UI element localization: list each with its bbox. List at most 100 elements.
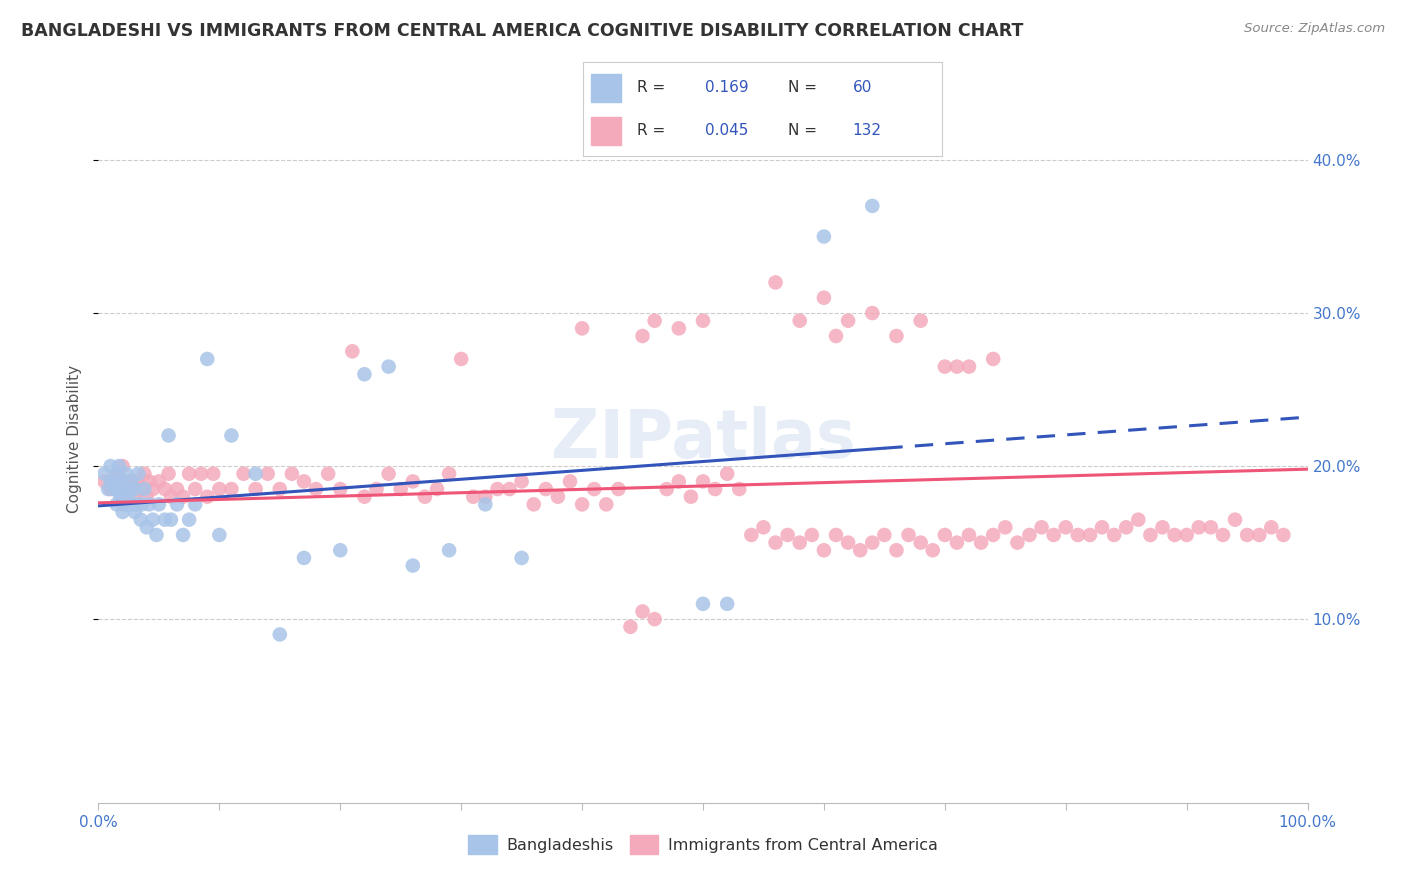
Point xyxy=(160,490,183,504)
Point xyxy=(117,490,139,504)
Point xyxy=(179,513,201,527)
Point xyxy=(256,467,278,481)
Point xyxy=(946,359,969,374)
Point xyxy=(1042,528,1064,542)
Point xyxy=(644,314,666,328)
Point xyxy=(595,497,617,511)
Point xyxy=(1175,528,1198,542)
Point xyxy=(269,627,291,641)
Text: N =: N = xyxy=(787,123,821,138)
Point xyxy=(1272,528,1295,542)
Point xyxy=(860,199,883,213)
Point xyxy=(114,497,136,511)
Point xyxy=(142,482,165,496)
Point xyxy=(184,497,207,511)
Point xyxy=(292,475,315,489)
Point xyxy=(135,520,157,534)
Point xyxy=(644,612,666,626)
Point xyxy=(450,351,472,366)
Y-axis label: Cognitive Disability: Cognitive Disability xyxy=(67,365,83,514)
Text: N =: N = xyxy=(787,80,821,95)
Point xyxy=(377,467,399,481)
Point xyxy=(1091,520,1114,534)
Point xyxy=(474,490,496,504)
Point xyxy=(957,528,980,542)
Point xyxy=(825,528,848,542)
Point xyxy=(245,482,267,496)
Point xyxy=(153,482,176,496)
Point xyxy=(510,475,533,489)
Point xyxy=(124,505,146,519)
Point xyxy=(111,459,134,474)
Point xyxy=(353,490,375,504)
Point xyxy=(111,505,134,519)
Point xyxy=(377,359,399,374)
Point xyxy=(921,543,943,558)
Point xyxy=(886,329,908,343)
Point xyxy=(1078,528,1101,542)
Point xyxy=(97,482,120,496)
Point xyxy=(571,497,593,511)
Point xyxy=(1249,528,1271,542)
Point xyxy=(100,459,122,474)
Point xyxy=(800,528,823,542)
Point xyxy=(160,513,183,527)
Point xyxy=(910,314,932,328)
Point xyxy=(1007,535,1029,549)
Point xyxy=(100,475,122,489)
Text: 0.169: 0.169 xyxy=(706,80,749,95)
Point xyxy=(765,276,787,290)
Point xyxy=(166,482,188,496)
Point xyxy=(232,467,254,481)
Point xyxy=(668,321,690,335)
Point xyxy=(873,528,896,542)
Point xyxy=(281,467,304,481)
Point xyxy=(118,497,141,511)
Point xyxy=(124,490,146,504)
Point xyxy=(607,482,630,496)
Point xyxy=(221,482,243,496)
Point xyxy=(103,482,125,496)
Point xyxy=(127,467,149,481)
Point xyxy=(547,490,569,504)
Point xyxy=(437,543,460,558)
Point xyxy=(190,467,212,481)
Point xyxy=(534,482,557,496)
Point xyxy=(111,497,134,511)
Point xyxy=(558,475,581,489)
Point xyxy=(692,597,714,611)
Point xyxy=(148,475,170,489)
Point xyxy=(1102,528,1125,542)
Point xyxy=(112,482,135,496)
Point xyxy=(245,467,267,481)
Point xyxy=(765,535,787,549)
Point xyxy=(208,482,231,496)
Point xyxy=(142,513,165,527)
Point xyxy=(145,528,167,542)
Text: BANGLADESHI VS IMMIGRANTS FROM CENTRAL AMERICA COGNITIVE DISABILITY CORRELATION : BANGLADESHI VS IMMIGRANTS FROM CENTRAL A… xyxy=(21,22,1024,40)
Text: Source: ZipAtlas.com: Source: ZipAtlas.com xyxy=(1244,22,1385,36)
Point xyxy=(716,467,738,481)
Point xyxy=(860,306,883,320)
Point xyxy=(127,497,149,511)
Point xyxy=(172,490,194,504)
Point xyxy=(934,359,956,374)
Point xyxy=(498,482,520,496)
Point xyxy=(105,497,128,511)
Point xyxy=(849,543,872,558)
Point xyxy=(994,520,1017,534)
Point xyxy=(463,490,485,504)
Point xyxy=(981,528,1004,542)
Text: 0.045: 0.045 xyxy=(706,123,749,138)
Point xyxy=(679,490,702,504)
Point xyxy=(195,490,218,504)
Point xyxy=(121,475,143,489)
Point xyxy=(1199,520,1222,534)
Point xyxy=(1018,528,1040,542)
Point xyxy=(692,475,714,489)
Point xyxy=(111,475,134,489)
Point xyxy=(202,467,225,481)
Point xyxy=(716,597,738,611)
Text: 60: 60 xyxy=(852,80,872,95)
Point xyxy=(740,528,762,542)
